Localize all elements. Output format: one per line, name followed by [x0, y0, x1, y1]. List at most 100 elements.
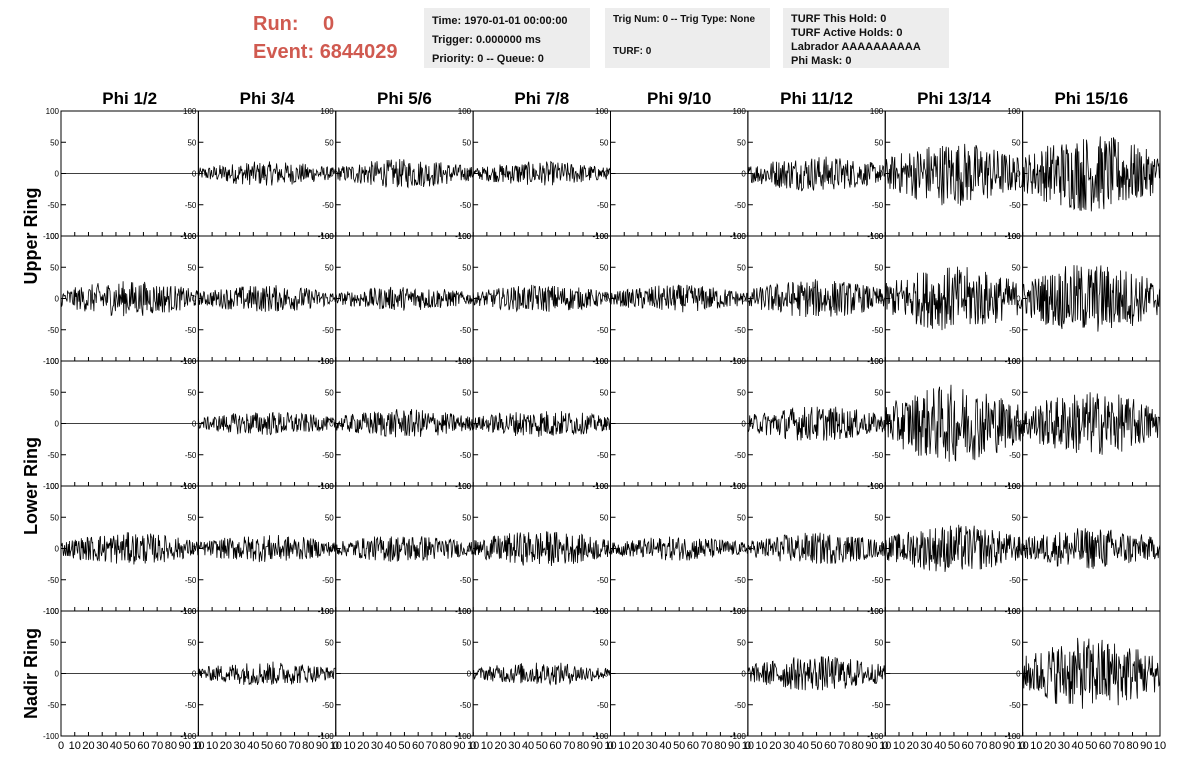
x-tick-label-c4-2: 20	[494, 740, 506, 752]
x-tick-label-c3-6: 60	[412, 740, 424, 752]
y-tick-label-r4-c6-2: 0	[741, 545, 746, 554]
x-tick-label-c8-6: 60	[1099, 740, 1111, 752]
y-tick-label-r3-c4-0: 100	[458, 357, 472, 366]
y-tick-label-r1-c8-1: 50	[1012, 138, 1021, 147]
y-tick-label-r3-c6-0: 100	[733, 357, 747, 366]
x-tick-label-c4-0: 0	[470, 740, 476, 752]
waveform-r4-c7	[884, 524, 1023, 572]
y-tick-label-r5-c1-1: 50	[50, 638, 59, 647]
waveform-r3-c6	[747, 406, 886, 441]
y-tick-label-r1-c6-0: 100	[733, 107, 747, 116]
y-tick-label-r1-c3-1: 50	[325, 138, 334, 147]
y-tick-label-r5-c7-2: 0	[879, 670, 884, 679]
run-label: Run:	[253, 13, 299, 35]
y-tick-label-r3-c2-3: -50	[185, 451, 197, 460]
y-tick-label-r3-c7-3: -50	[872, 451, 884, 460]
turf-info-box: TURF This Hold: 0 TURF Active Holds: 0 L…	[783, 8, 949, 68]
y-tick-label-r4-c3-1: 50	[325, 513, 334, 522]
x-tick-label-c3-9: 90	[453, 740, 465, 752]
y-tick-label-r2-c6-1: 50	[737, 263, 746, 272]
y-tick-label-r5-c8-2: 0	[1016, 670, 1021, 679]
y-tick-label-r3-c1-1: 50	[50, 388, 59, 397]
y-tick-label-r1-c6-1: 50	[737, 138, 746, 147]
x-tick-label-c2-8: 80	[302, 740, 314, 752]
waveform-r5-c2	[198, 661, 337, 686]
y-tick-label-r1-c6-2: 0	[741, 170, 746, 179]
y-tick-label-r4-c6-0: 100	[733, 482, 747, 491]
x-tick-label-c4-4: 40	[522, 740, 534, 752]
y-tick-label-r5-c5-4: -100	[592, 732, 609, 741]
waveform-r5-c8	[1022, 637, 1161, 709]
x-tick-label-c3-2: 20	[357, 740, 369, 752]
y-tick-label-r5-c3-4: -100	[318, 732, 335, 741]
y-tick-label-r5-c6-2: 0	[741, 670, 746, 679]
y-tick-label-r1-c7-1: 50	[874, 138, 883, 147]
y-tick-label-r3-c2-2: 0	[192, 420, 197, 429]
y-tick-label-r2-c4-2: 0	[467, 295, 472, 304]
x-tick-label-c2-9: 90	[316, 740, 328, 752]
x-tick-label-c6-8: 80	[852, 740, 864, 752]
y-tick-label-r3-c7-2: 0	[879, 420, 884, 429]
x-tick-label-c2-4: 40	[247, 740, 259, 752]
y-tick-label-r5-c6-0: 100	[733, 607, 747, 616]
waveform-r4-c1	[60, 532, 199, 565]
y-tick-label-r2-c8-3: -50	[1009, 326, 1021, 335]
y-tick-label-r5-c7-1: 50	[874, 638, 883, 647]
y-tick-label-r4-c2-1: 50	[187, 513, 196, 522]
y-tick-label-r5-c4-2: 0	[467, 670, 472, 679]
y-tick-label-r3-c1-0: 100	[46, 357, 60, 366]
waveform-r3-c2	[198, 411, 336, 436]
x-tick-label-c5-7: 70	[701, 740, 713, 752]
y-tick-label-r5-c6-1: 50	[737, 638, 746, 647]
column-header-1: Phi 1/2	[102, 89, 157, 108]
y-tick-label-r2-c3-1: 50	[325, 263, 334, 272]
y-tick-label-r2-c2-0: 100	[183, 232, 197, 241]
y-tick-label-r1-c2-0: 100	[183, 107, 197, 116]
waveform-r2-c8	[1022, 265, 1161, 332]
x-tick-label-c7-9: 90	[1003, 740, 1015, 752]
run-event-header: Run: 0 Event: 6844029	[253, 10, 398, 66]
y-tick-label-r3-c1-4: -100	[43, 482, 60, 491]
x-tick-label-c6-1: 10	[755, 740, 767, 752]
y-tick-label-r2-c8-0: 100	[1007, 232, 1021, 241]
x-tick-label-c5-6: 60	[687, 740, 699, 752]
column-header-3: Phi 5/6	[377, 89, 432, 108]
x-tick-label-c4-1: 10	[481, 740, 493, 752]
y-tick-label-r4-c8-1: 50	[1012, 513, 1021, 522]
x-tick-label-c7-8: 80	[989, 740, 1001, 752]
x-tick-label-c8-10: 10	[1154, 740, 1166, 752]
y-tick-label-r3-c4-3: -50	[460, 451, 472, 460]
y-tick-label-r5-c8-4: -100	[1005, 732, 1022, 741]
y-tick-label-r4-c5-2: 0	[604, 545, 609, 554]
y-tick-label-r5-c3-2: 0	[329, 670, 334, 679]
waveform-r4-c8	[1022, 528, 1161, 569]
y-tick-label-r3-c8-3: -50	[1009, 451, 1021, 460]
x-tick-label-c1-3: 30	[96, 740, 108, 752]
x-tick-label-c8-5: 50	[1085, 740, 1097, 752]
y-tick-label-r2-c5-1: 50	[600, 263, 609, 272]
y-tick-label-r5-c1-0: 100	[46, 607, 60, 616]
x-tick-label-c3-10: 10	[467, 740, 479, 752]
x-tick-label-c6-6: 60	[824, 740, 836, 752]
y-tick-label-r5-c5-0: 100	[595, 607, 609, 616]
y-tick-label-r5-c2-0: 100	[183, 607, 197, 616]
x-tick-label-c6-3: 30	[783, 740, 795, 752]
x-tick-label-c5-5: 50	[673, 740, 685, 752]
y-tick-label-r5-c5-2: 0	[604, 670, 609, 679]
x-tick-label-c6-4: 40	[797, 740, 809, 752]
waveform-r3-c7	[884, 384, 1023, 462]
x-tick-label-c2-2: 20	[220, 740, 232, 752]
x-tick-label-c2-6: 60	[275, 740, 287, 752]
x-tick-label-c1-9: 90	[179, 740, 191, 752]
waveform-r1-c3	[335, 159, 474, 189]
x-tick-label-c7-1: 10	[893, 740, 905, 752]
x-tick-label-c8-8: 80	[1126, 740, 1138, 752]
y-tick-label-r1-c7-2: 0	[879, 170, 884, 179]
y-tick-label-r2-c1-0: 100	[46, 232, 60, 241]
y-tick-label-r3-c2-1: 50	[187, 388, 196, 397]
y-tick-label-r4-c1-0: 100	[46, 482, 60, 491]
y-tick-label-r4-c6-1: 50	[737, 513, 746, 522]
y-tick-label-r1-c1-3: -50	[47, 201, 59, 210]
x-tick-label-c3-4: 40	[385, 740, 397, 752]
